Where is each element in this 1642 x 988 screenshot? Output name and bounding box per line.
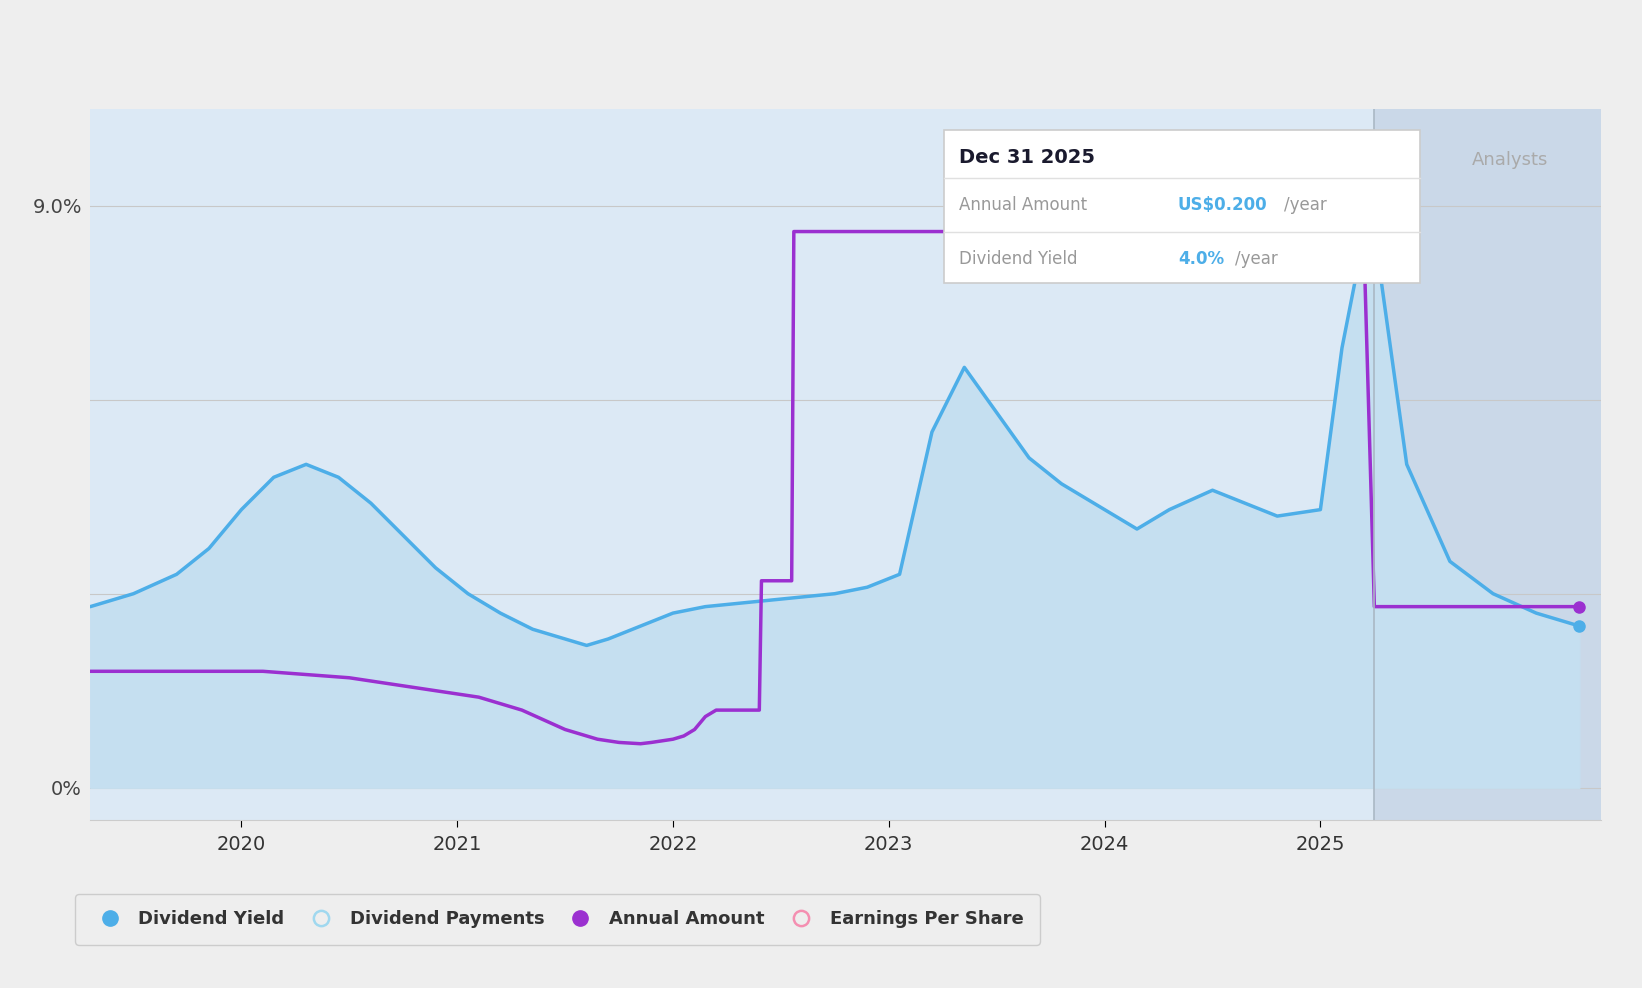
Text: Analysts: Analysts	[1471, 151, 1548, 169]
Text: Dec 31 2025: Dec 31 2025	[959, 148, 1095, 167]
Text: /year: /year	[1284, 197, 1327, 214]
Bar	[1374, 109, 1601, 820]
FancyBboxPatch shape	[944, 130, 1420, 283]
Text: 4.0%: 4.0%	[1177, 251, 1223, 269]
Text: Past: Past	[1379, 151, 1417, 169]
Text: Annual Amount: Annual Amount	[959, 197, 1087, 214]
Legend: Dividend Yield, Dividend Payments, Annual Amount, Earnings Per Share: Dividend Yield, Dividend Payments, Annua…	[76, 894, 1039, 945]
Text: Dividend Yield: Dividend Yield	[959, 251, 1077, 269]
Text: US$0.200: US$0.200	[1177, 197, 1268, 214]
Text: /year: /year	[1235, 251, 1277, 269]
